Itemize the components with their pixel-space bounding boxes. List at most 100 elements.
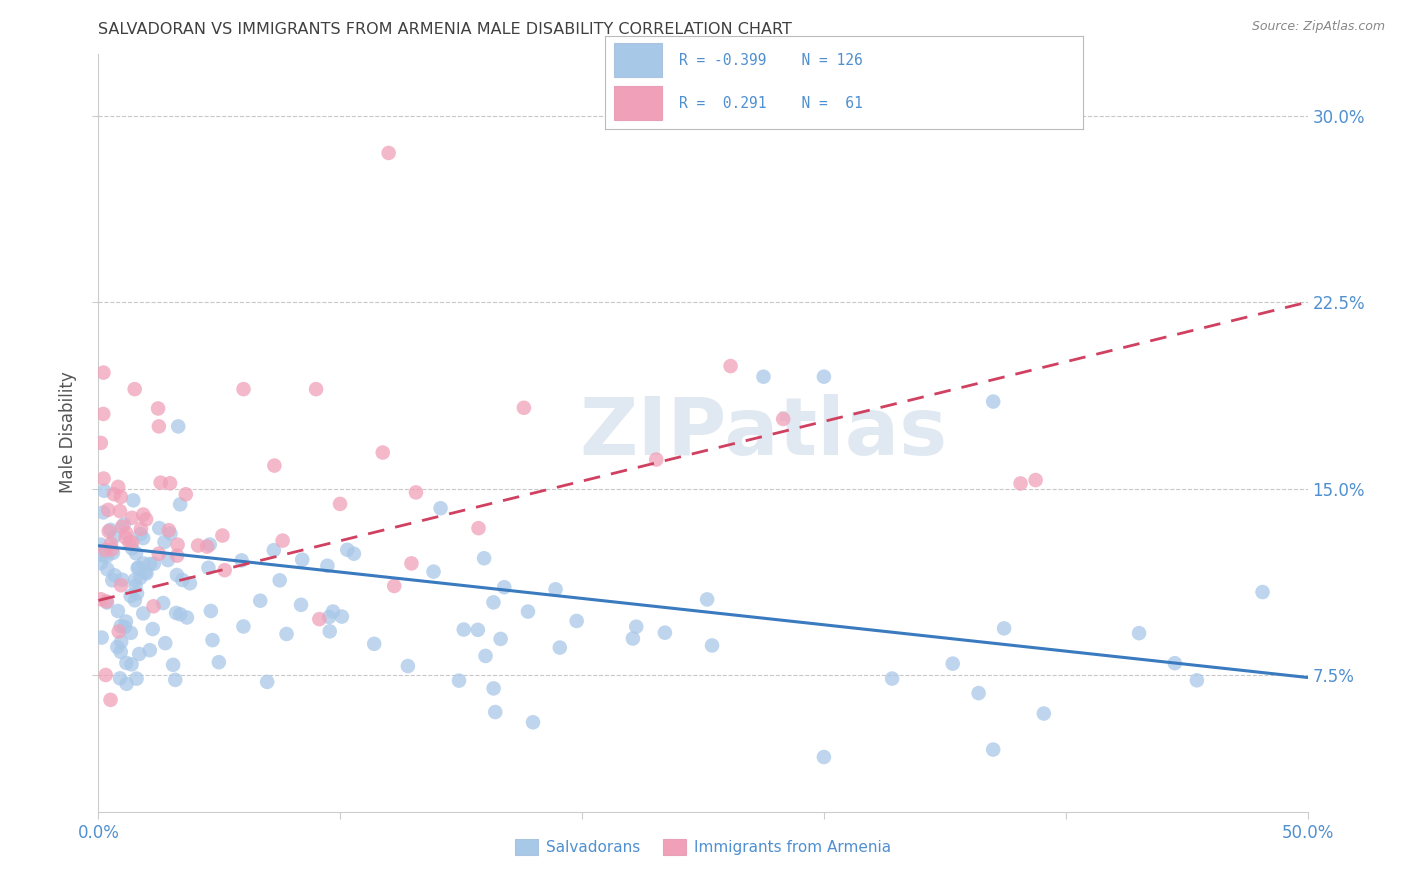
Point <box>91 505 114 519</box>
Point <box>111 519 134 533</box>
Point <box>129 527 152 541</box>
Point <box>101 574 124 588</box>
Point <box>110 578 132 592</box>
Point <box>96 549 118 564</box>
Point <box>129 522 152 536</box>
Point <box>110 634 132 648</box>
Point <box>108 671 131 685</box>
Text: R =  0.291    N =  61: R = 0.291 N = 61 <box>679 95 862 111</box>
Point <box>517 605 540 619</box>
Point <box>316 558 339 573</box>
Point <box>97 503 120 517</box>
Point <box>93 471 115 485</box>
Point <box>482 681 505 696</box>
Point <box>115 615 138 629</box>
Point <box>120 625 142 640</box>
Point <box>108 504 131 518</box>
Point <box>172 573 194 587</box>
Point <box>882 672 904 686</box>
Point <box>146 401 169 416</box>
Point <box>1164 656 1187 670</box>
Point <box>100 693 122 707</box>
Point <box>159 526 181 541</box>
Point <box>484 705 506 719</box>
Point <box>1032 706 1054 721</box>
Point <box>132 607 155 621</box>
Point <box>200 604 222 618</box>
Point <box>405 485 427 500</box>
Point <box>127 561 149 575</box>
Point <box>513 401 536 415</box>
Point <box>105 640 128 654</box>
Y-axis label: Male Disability: Male Disability <box>59 372 77 493</box>
Point <box>107 480 129 494</box>
Point <box>122 493 145 508</box>
FancyBboxPatch shape <box>614 43 662 77</box>
Point <box>318 610 340 624</box>
Point <box>343 547 366 561</box>
Point <box>169 497 191 511</box>
Point <box>121 510 143 524</box>
Point <box>166 538 188 552</box>
Point <box>198 537 221 551</box>
Point <box>112 517 135 532</box>
Point <box>981 394 1004 409</box>
Point <box>166 568 188 582</box>
Point <box>249 593 271 607</box>
Point <box>548 640 571 655</box>
Point <box>290 598 312 612</box>
Point <box>135 512 157 526</box>
Point <box>813 369 835 384</box>
Point <box>319 624 342 639</box>
Point <box>214 563 236 577</box>
Point <box>100 542 122 557</box>
Point <box>165 606 187 620</box>
Point <box>377 145 399 160</box>
Point <box>96 595 118 609</box>
Point <box>114 531 136 545</box>
Point <box>156 553 179 567</box>
Text: SALVADORAN VS IMMIGRANTS FROM ARMENIA MALE DISABILITY CORRELATION CHART: SALVADORAN VS IMMIGRANTS FROM ARMENIA MA… <box>98 22 793 37</box>
Point <box>166 549 188 563</box>
Point <box>110 645 132 659</box>
Point <box>1128 626 1150 640</box>
Point <box>447 673 470 688</box>
Point <box>101 546 124 560</box>
Point <box>263 543 285 558</box>
Point <box>179 576 201 591</box>
Point <box>322 605 344 619</box>
Point <box>621 632 644 646</box>
Point <box>165 673 187 687</box>
Point <box>363 637 385 651</box>
Text: Source: ZipAtlas.com: Source: ZipAtlas.com <box>1251 20 1385 33</box>
Point <box>139 643 162 657</box>
Point <box>121 535 143 549</box>
Point <box>91 407 114 421</box>
Point <box>124 382 146 396</box>
Point <box>128 647 150 661</box>
Point <box>110 619 132 633</box>
Point <box>700 639 723 653</box>
Point <box>291 552 314 566</box>
Point <box>967 686 990 700</box>
Point <box>100 523 122 537</box>
Point <box>232 382 254 396</box>
Point <box>100 537 122 551</box>
Point <box>104 568 127 582</box>
Point <box>696 592 718 607</box>
Point <box>142 622 165 636</box>
Point <box>124 573 146 587</box>
Point <box>329 497 352 511</box>
Point <box>494 580 516 594</box>
Point <box>149 475 172 490</box>
Point <box>103 487 125 501</box>
Point <box>1251 585 1274 599</box>
Point <box>401 557 423 571</box>
Point <box>125 546 148 560</box>
Point <box>148 547 170 561</box>
Point <box>336 542 359 557</box>
Point <box>125 672 148 686</box>
Text: ZIPatlas: ZIPatlas <box>579 393 948 472</box>
Point <box>96 562 118 576</box>
Point <box>93 366 115 380</box>
